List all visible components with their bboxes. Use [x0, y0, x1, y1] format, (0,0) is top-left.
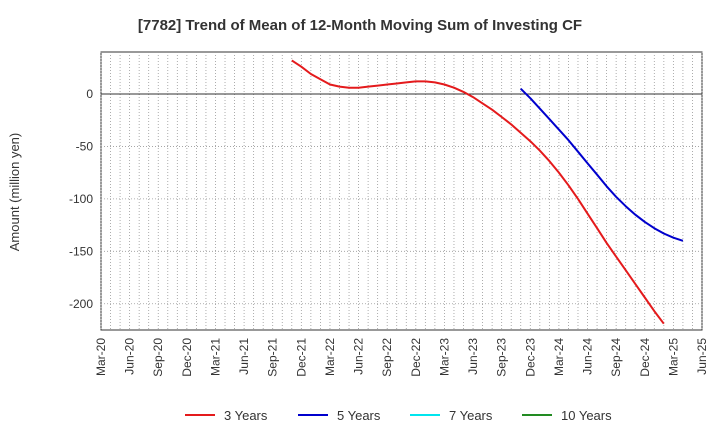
grid — [100, 52, 703, 330]
series-line — [291, 59, 665, 325]
y-tick-label: -150 — [69, 244, 93, 258]
y-tick-label: -100 — [69, 192, 93, 206]
x-tick-label: Mar-22 — [323, 338, 337, 376]
x-tick-label: Mar-23 — [437, 338, 451, 376]
legend: 3 Years 5 Years 7 Years 10 Years — [185, 408, 612, 423]
x-tick-label: Jun-22 — [352, 338, 366, 375]
x-tick-label: Dec-24 — [638, 338, 652, 377]
plot-area — [100, 51, 703, 331]
x-tick-label: Jun-21 — [237, 338, 251, 375]
x-tick-label: Mar-20 — [94, 338, 108, 376]
x-tick-labels: Mar-20 Jun-20 Sep-20 Dec-20 Mar-21 Jun-21 Sep-… — [94, 338, 709, 377]
x-tick-label: Sep-24 — [609, 338, 623, 377]
x-tick-label: Sep-22 — [380, 338, 394, 377]
y-tick-label: 0 — [86, 87, 93, 101]
x-tick-label: Dec-20 — [180, 338, 194, 377]
y-tick-label: -50 — [76, 139, 94, 153]
chart-title: [7782] Trend of Mean of 12-Month Moving … — [138, 17, 582, 34]
x-tick-label: Dec-22 — [409, 338, 423, 377]
x-tick-label: Mar-24 — [552, 338, 566, 376]
legend-label: 5 Years — [337, 408, 381, 423]
series-line — [519, 87, 684, 242]
x-tick-label: Jun-24 — [581, 338, 595, 375]
x-tick-label: Sep-23 — [495, 338, 509, 377]
x-tick-label: Mar-25 — [666, 338, 680, 376]
x-tick-label: Jun-23 — [466, 338, 480, 375]
x-tick-label: Dec-21 — [294, 338, 308, 377]
y-axis-label: Amount (million yen) — [7, 133, 22, 252]
x-tick-label: Sep-20 — [151, 338, 165, 377]
x-tick-label: Jun-25 — [695, 338, 709, 375]
legend-label: 10 Years — [561, 408, 612, 423]
x-tick-label: Mar-21 — [208, 338, 222, 376]
y-tick-labels: 0 -50 -100 -150 -200 — [69, 87, 93, 311]
x-tick-label: Jun-20 — [123, 338, 137, 375]
legend-label: 7 Years — [449, 408, 493, 423]
legend-label: 3 Years — [224, 408, 268, 423]
y-tick-label: -200 — [69, 297, 93, 311]
x-tick-label: Sep-21 — [266, 338, 280, 377]
series-lines — [291, 59, 684, 325]
x-tick-label: Dec-23 — [523, 338, 537, 377]
